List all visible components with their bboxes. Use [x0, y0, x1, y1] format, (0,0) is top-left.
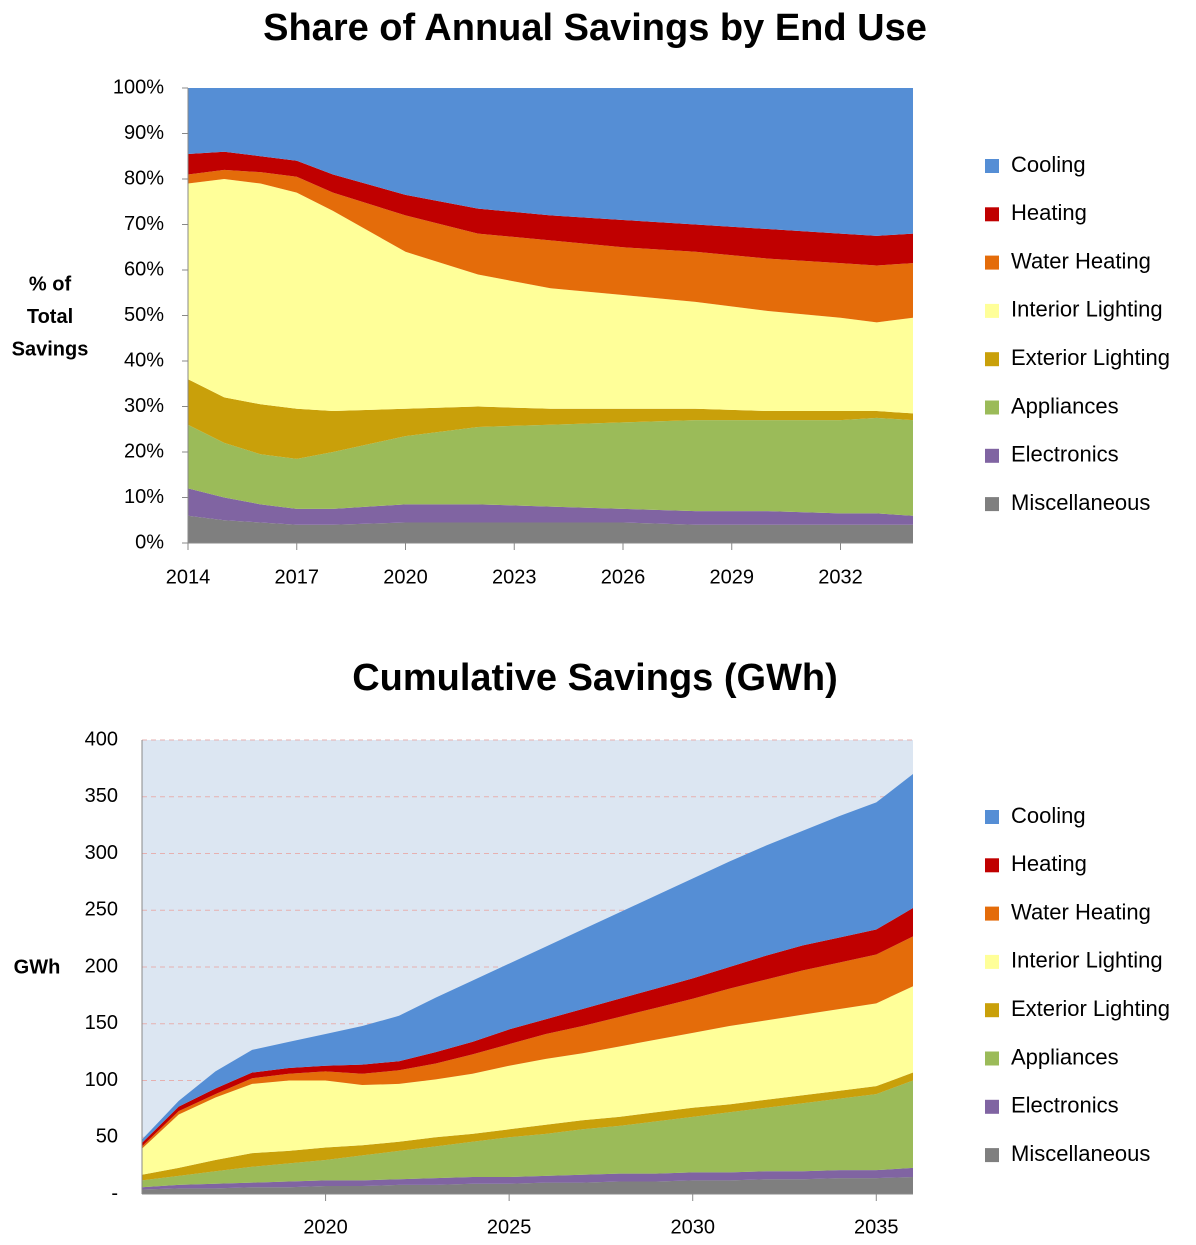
legend-label: Interior Lighting	[1011, 297, 1163, 322]
legend-label: Miscellaneous	[1011, 490, 1150, 515]
x-tick-label: 2030	[670, 1216, 715, 1238]
y-tick-label: 20%	[124, 440, 164, 462]
y-tick-label: -	[111, 1182, 118, 1204]
x-tick-label: 2029	[710, 566, 755, 588]
x-tick-label: 2035	[854, 1216, 899, 1238]
y-tick-label: 70%	[124, 213, 164, 235]
legend-swatch	[985, 352, 999, 367]
legend-swatch	[985, 858, 999, 873]
legend-swatch	[985, 497, 999, 512]
legend-label: Cooling	[1011, 803, 1086, 828]
legend-label: Appliances	[1011, 393, 1119, 418]
area	[142, 1176, 913, 1194]
area	[142, 986, 913, 1175]
legend-swatch	[985, 303, 999, 318]
y-tick-label: 30%	[124, 395, 164, 417]
legend-label: Electronics	[1011, 1093, 1119, 1118]
y-tick-label: 300	[85, 842, 118, 864]
legend-label: Heating	[1011, 851, 1087, 876]
legend-label: Miscellaneous	[1011, 1141, 1150, 1166]
area	[188, 179, 913, 414]
legend-label: Water Heating	[1011, 248, 1151, 273]
y-tick-label: 100%	[113, 76, 164, 98]
legend-label: Electronics	[1011, 442, 1119, 467]
legend-swatch	[985, 1099, 999, 1114]
x-tick-label: 2017	[275, 566, 320, 588]
y-tick-label: 10%	[124, 486, 164, 508]
y-tick-label: 0%	[135, 531, 164, 553]
y-tick-label: 250	[85, 899, 118, 921]
x-tick-label: 2025	[487, 1216, 532, 1238]
legend-label: Exterior Lighting	[1011, 345, 1170, 370]
area	[142, 907, 913, 1147]
legend-swatch	[985, 400, 999, 415]
area	[188, 88, 913, 236]
x-tick-label: 2020	[383, 566, 428, 588]
area	[188, 379, 913, 459]
legend-swatch	[985, 954, 999, 969]
y-tick-label: 50%	[124, 304, 164, 326]
legend-swatch	[985, 810, 999, 824]
legend-swatch	[985, 1051, 999, 1066]
area	[188, 417, 913, 516]
x-tick-label: 2023	[492, 566, 537, 588]
area	[188, 169, 913, 323]
area	[142, 1080, 913, 1188]
legend-label: Exterior Lighting	[1011, 996, 1170, 1021]
x-tick-label: 2026	[601, 566, 646, 588]
chart-title: Share of Annual Savings by End Use	[263, 7, 927, 49]
x-tick-label: 2032	[818, 566, 863, 588]
chart-title: Cumulative Savings (GWh)	[352, 657, 838, 699]
y-tick-label: 90%	[124, 122, 164, 144]
legend-swatch	[985, 207, 999, 222]
legend-label: Interior Lighting	[1011, 948, 1163, 973]
legend-swatch	[985, 1003, 999, 1018]
y-tick-label: 40%	[124, 349, 164, 371]
area	[188, 151, 913, 266]
area	[142, 1072, 913, 1181]
y-tick-label: 50	[96, 1126, 118, 1148]
area	[188, 515, 913, 543]
y-tick-label: 60%	[124, 258, 164, 280]
legend-label: Appliances	[1011, 1044, 1119, 1069]
legend-swatch	[985, 159, 999, 173]
y-axis-label: Total	[27, 306, 73, 328]
legend-label: Cooling	[1011, 152, 1086, 177]
area	[142, 1167, 913, 1190]
area	[188, 488, 913, 525]
y-tick-label: 100	[85, 1069, 118, 1091]
y-tick-label: 400	[85, 728, 118, 750]
y-axis-label: % of	[29, 273, 72, 295]
area	[142, 936, 913, 1149]
y-tick-label: 150	[85, 1012, 118, 1034]
legend-swatch	[985, 255, 999, 270]
legend-swatch	[985, 448, 999, 463]
legend-swatch	[985, 906, 999, 921]
y-axis-label: GWh	[14, 956, 61, 978]
y-axis-label: Savings	[12, 338, 89, 360]
y-tick-label: 80%	[124, 167, 164, 189]
legend-label: Water Heating	[1011, 899, 1151, 924]
x-tick-label: 2020	[303, 1216, 348, 1238]
legend-label: Heating	[1011, 200, 1087, 225]
x-tick-label: 2014	[166, 566, 211, 588]
legend-swatch	[985, 1148, 999, 1163]
y-tick-label: 350	[85, 785, 118, 807]
area	[142, 774, 913, 1143]
y-tick-label: 200	[85, 955, 118, 977]
